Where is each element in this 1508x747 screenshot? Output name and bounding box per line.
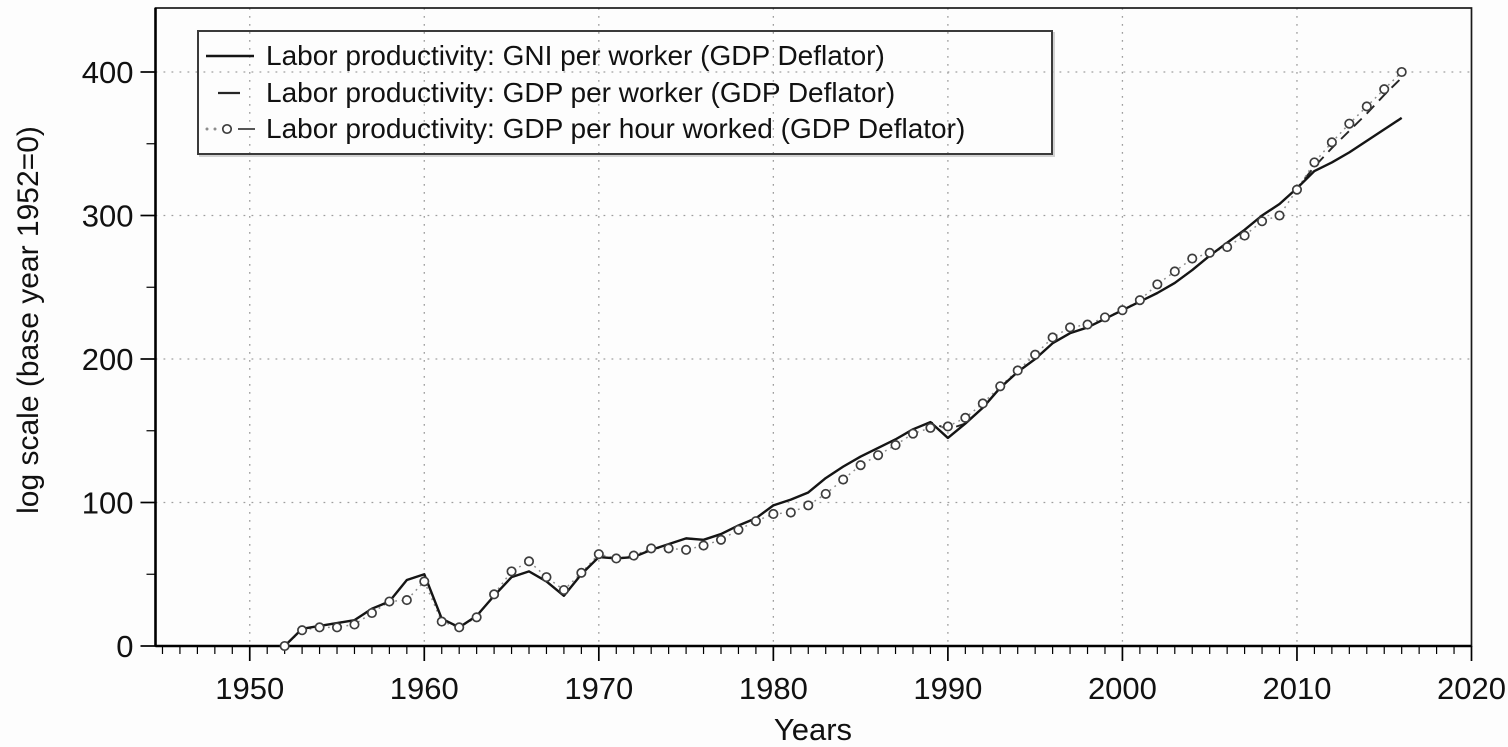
gdp-per-hour-data-point-marker [925, 422, 936, 433]
gdp-per-hour-data-point-marker [960, 412, 971, 423]
gdp-per-hour-data-point-marker [1169, 266, 1180, 277]
gdp-per-hour-data-point-marker [1361, 101, 1372, 112]
gdp-per-hour-data-point-marker [681, 544, 692, 555]
gdp-per-hour-data-point-marker [454, 622, 465, 633]
x-axis-title: Years [773, 712, 853, 747]
gdp-per-hour-data-point-marker [1274, 210, 1285, 221]
gdp-per-hour-data-point-marker [489, 589, 500, 600]
gdp-per-hour-data-point-marker [1012, 365, 1023, 376]
legend-solid-line-sample [206, 54, 254, 57]
gdp-per-hour-data-point-marker [855, 460, 866, 471]
gdp-per-hour-data-point-marker [523, 556, 535, 567]
gdp-per-hour-data-point-marker [942, 421, 953, 432]
gdp-per-hour-data-point-marker [907, 428, 919, 439]
gdp-per-hour-data-point-marker [541, 572, 552, 583]
gdp-per-hour-data-point-marker [611, 553, 622, 564]
x-tick-label: 2020 [1437, 671, 1506, 706]
gdp-per-hour-data-point-marker [506, 566, 517, 577]
gdp-per-hour-data-point-marker [1134, 295, 1145, 306]
gdp-per-hour-data-point-marker [1030, 349, 1041, 360]
gdp-per-hour-data-point-marker [698, 540, 709, 551]
gdp-per-hour-data-point-marker [646, 543, 657, 554]
gdp-per-hour-data-point-marker [820, 488, 831, 499]
series-gdp-per-worker-line [283, 77, 1403, 647]
y-tick-label: 300 [82, 199, 134, 234]
gdp-per-hour-data-point-marker [715, 534, 727, 545]
legend-label-gni-per-worker: Labor productivity: GNI per worker (GDP … [266, 39, 885, 71]
gdp-per-hour-data-point-marker [1204, 247, 1215, 258]
x-tick-label: 1950 [215, 671, 284, 706]
gdp-per-hour-data-point-marker [1152, 279, 1163, 290]
x-tick-label: 2010 [1262, 671, 1331, 706]
gdp-per-hour-data-point-marker [1222, 242, 1233, 253]
gdp-per-hour-data-point-marker [471, 612, 482, 623]
legend-item-gdp-per-hour: Labor productivity: GDP per hour worked … [203, 115, 1047, 143]
legend-item-gdp-per-worker: Labor productivity: GDP per worker (GDP … [203, 76, 1047, 108]
y-tick-label: 0 [116, 629, 133, 664]
gdp-per-hour-data-point-marker [593, 549, 604, 560]
gdp-per-hour-data-point-marker [995, 381, 1006, 392]
gdp-per-hour-data-point-marker [1047, 332, 1058, 343]
series-gni-per-worker-line [283, 116, 1403, 647]
gdp-per-hour-data-point-marker [576, 567, 587, 578]
gdp-per-hour-data-point-marker [768, 508, 779, 520]
gdp-per-hour-data-point-marker [1344, 118, 1355, 129]
x-tick-label: 1970 [564, 671, 633, 706]
gdp-per-hour-data-point-marker [419, 576, 430, 587]
y-tick-label: 200 [82, 342, 134, 377]
gdp-per-hour-data-point-marker [873, 450, 884, 461]
gdp-per-hour-data-point-marker [436, 616, 447, 627]
gdp-per-hour-data-point-marker [331, 622, 343, 633]
gdp-per-hour-data-point-marker [297, 625, 308, 636]
gdp-per-hour-data-point-marker [1239, 230, 1250, 241]
y-tick-label: 400 [82, 55, 134, 90]
gdp-per-hour-data-point-marker [628, 550, 639, 561]
gdp-per-hour-data-point-marker [558, 584, 569, 596]
x-tick-label: 2000 [1088, 671, 1157, 706]
gdp-per-hour-data-point-marker [1187, 253, 1198, 264]
gdp-per-hour-data-point-marker [384, 596, 395, 607]
gdp-per-hour-data-point-marker [1396, 66, 1407, 78]
gdp-per-hour-data-point-marker [1291, 184, 1303, 195]
gdp-per-hour-data-point-marker [279, 640, 290, 652]
x-tick-label: 1990 [913, 671, 982, 706]
legend-dotted-circle-line-sample [205, 124, 255, 135]
gdp-per-hour-data-point-marker [750, 516, 761, 527]
gdp-per-hour-data-point-marker [890, 440, 901, 451]
y-axis-title: log scale (base year 1952=0) [12, 126, 45, 514]
gdp-per-hour-data-point-marker [785, 507, 796, 518]
legend-dashed-line-sample [218, 91, 240, 94]
gdp-per-hour-data-point-marker [1257, 216, 1268, 227]
gdp-per-hour-data-point-marker [401, 595, 412, 606]
legend-label-gdp-per-hour: Labor productivity: GDP per hour worked … [266, 113, 966, 145]
gdp-per-hour-data-point-marker [349, 619, 360, 630]
gdp-per-hour-data-point-marker [803, 500, 814, 511]
x-tick-label: 1980 [739, 671, 808, 706]
chart-legend: Labor productivity: GNI per worker (GDP … [197, 30, 1053, 155]
gdp-per-hour-data-point-marker [1099, 312, 1111, 323]
gdp-per-hour-data-point-marker [1117, 305, 1128, 316]
gdp-per-hour-data-point-marker [977, 398, 988, 409]
gdp-per-hour-data-point-marker [314, 622, 325, 633]
legend-label-gdp-per-worker: Labor productivity: GDP per worker (GDP … [266, 76, 896, 108]
gdp-per-hour-data-point-marker [663, 543, 674, 554]
gdp-per-hour-data-point-marker [838, 474, 849, 485]
gdp-per-hour-data-point-marker [1309, 157, 1320, 168]
legend-item-gni-per-worker: Labor productivity: GNI per worker (GDP … [203, 39, 1047, 71]
gdp-per-hour-data-point-marker [1065, 322, 1076, 333]
gdp-per-hour-data-point-marker [366, 607, 377, 619]
gdp-per-hour-data-point-marker [733, 524, 744, 535]
x-tick-label: 1960 [390, 671, 459, 706]
gdp-per-hour-data-point-marker [1326, 137, 1337, 148]
gdp-per-hour-data-point-marker [1379, 84, 1390, 95]
y-tick-label: 100 [82, 486, 134, 521]
gdp-per-hour-data-point-marker [1082, 319, 1093, 330]
